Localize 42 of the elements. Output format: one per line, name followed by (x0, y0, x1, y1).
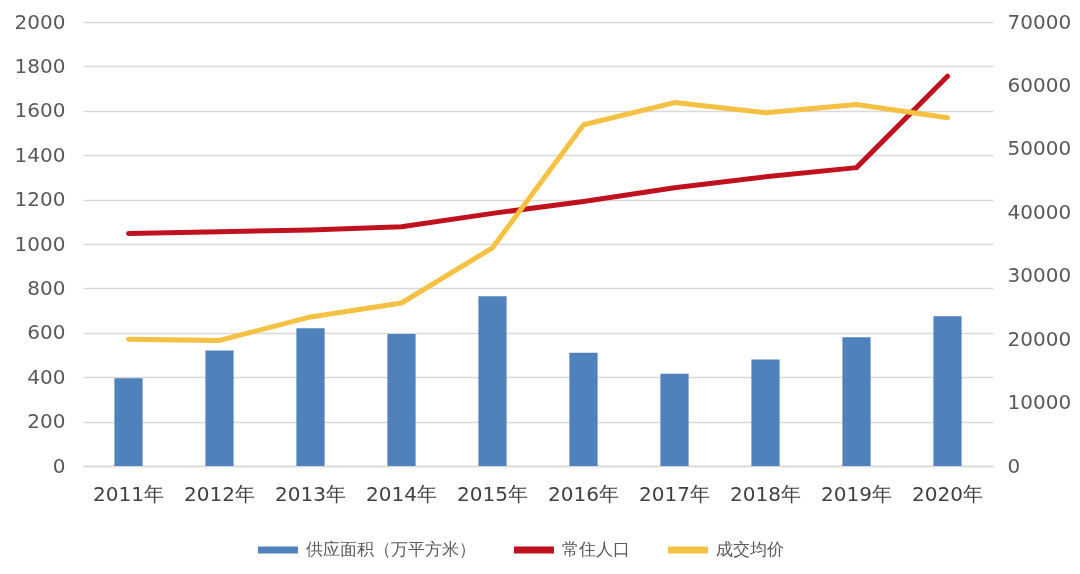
bar (114, 378, 143, 466)
y-tick-label: 2000 (14, 9, 66, 34)
y-tick-label: 800 (27, 275, 66, 300)
y-tick-label: 600 (27, 320, 66, 345)
x-tick-label: 2018年 (730, 481, 801, 506)
bar (296, 328, 325, 466)
y2-tick-label: 70000 (1007, 9, 1072, 34)
x-tick-label: 2011年 (93, 481, 164, 506)
x-tick-label: 2015年 (457, 481, 528, 506)
x-tick-label: 2019年 (821, 481, 892, 506)
legend-label: 供应面积（万平方米） (306, 539, 476, 559)
bar (387, 333, 416, 466)
y-tick-label: 1200 (14, 187, 66, 212)
bar (569, 352, 598, 466)
x-tick-label: 2020年 (912, 481, 983, 506)
y2-tick-label: 10000 (1007, 390, 1072, 415)
bar (660, 373, 689, 466)
y-tick-label: 1000 (14, 231, 66, 256)
y2-tick-label: 0 (1007, 453, 1021, 478)
y2-tick-label: 20000 (1007, 326, 1072, 351)
y-tick-label: 1800 (14, 53, 66, 78)
y-tick-label: 1400 (14, 142, 66, 167)
legend-label: 成交均价 (716, 539, 784, 559)
bar (751, 359, 780, 466)
bar (478, 296, 507, 466)
x-tick-label: 2014年 (366, 481, 437, 506)
bar (933, 316, 962, 466)
y2-tick-label: 50000 (1007, 136, 1072, 161)
y-tick-label: 1600 (14, 98, 66, 123)
x-tick-label: 2013年 (275, 481, 346, 506)
legend-label: 常住人口 (562, 539, 630, 559)
y-tick-label: 0 (52, 453, 66, 478)
bar (842, 337, 871, 466)
y2-tick-label: 60000 (1007, 72, 1072, 97)
y2-tick-label: 30000 (1007, 263, 1072, 288)
x-tick-label: 2017年 (639, 481, 710, 506)
bar (205, 350, 234, 466)
y2-tick-label: 40000 (1007, 199, 1072, 224)
x-tick-label: 2012年 (184, 481, 255, 506)
y-tick-label: 200 (27, 409, 66, 434)
x-tick-label: 2016年 (548, 481, 619, 506)
y-tick-label: 400 (27, 364, 66, 389)
